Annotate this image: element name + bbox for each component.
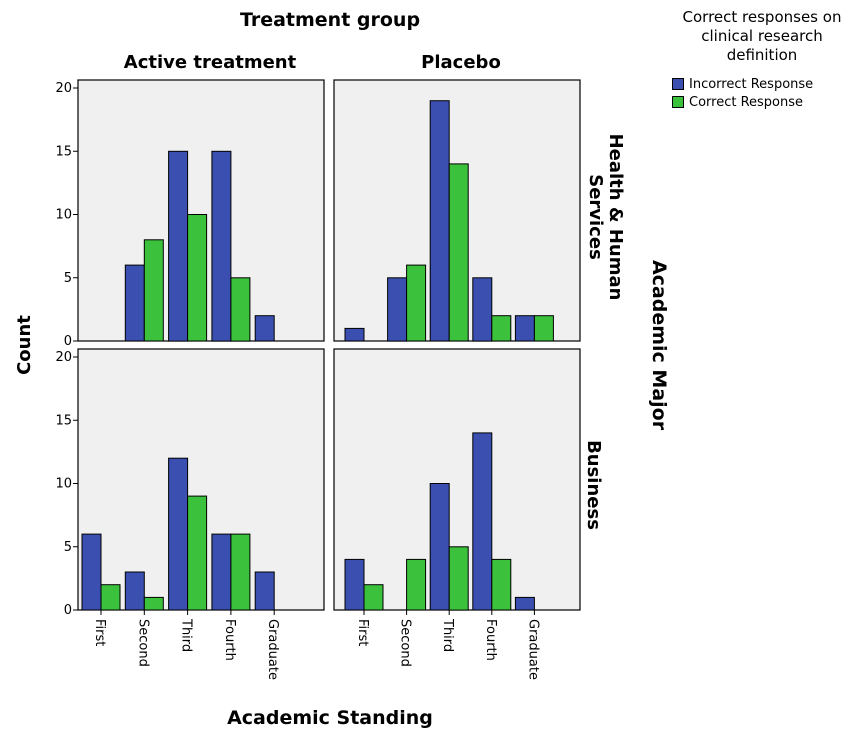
y-tick-label: 5 (64, 271, 72, 286)
bar-incorrect-response-first (344, 558, 365, 611)
x-axis-label: Academic Standing (227, 707, 433, 729)
bar-correct-response-first (100, 584, 121, 611)
x-tick-label-third: Third (440, 618, 455, 652)
bar-correct-response-second (143, 596, 164, 611)
y-axis-label: Count (14, 315, 35, 375)
bar-correct-response-fourth (491, 315, 512, 342)
x-tick-label-second: Second (398, 619, 413, 667)
bar-correct-response-second (406, 264, 427, 342)
panel-active-treatment-health-human-services: 0 5 10 15 20 (55, 79, 325, 349)
column-header-placebo: Placebo (421, 52, 501, 73)
y-tick-label: 0 (64, 334, 72, 349)
y-tick-label: 15 (55, 144, 72, 159)
x-tick-label-fourth: Fourth (483, 619, 498, 661)
x-tick-label-first: First (355, 619, 370, 646)
bar-correct-response-third (448, 546, 469, 611)
bar-correct-response-fourth (491, 558, 512, 611)
bar-incorrect-response-first (344, 327, 365, 342)
row-header-line: Health & Human (605, 134, 626, 301)
bar-correct-response-second (143, 239, 164, 342)
row-header-line: Services (585, 174, 606, 260)
bar-incorrect-response-fourth (472, 277, 493, 342)
panel-active-treatment-business: First Second Third Fourth Graduate 0 5 10 15 20 (55, 348, 325, 680)
legend-item-incorrect: Incorrect Response (672, 75, 851, 93)
bar-incorrect-response-fourth (472, 432, 493, 611)
bar-correct-response-third (187, 495, 208, 611)
bar-correct-response-fourth (230, 277, 251, 342)
bar-incorrect-response-second (124, 571, 145, 611)
legend-item-correct: Correct Response (672, 93, 851, 111)
legend: Correct responses on clinical research d… (672, 8, 851, 111)
bar-incorrect-response-graduate (254, 315, 275, 342)
x-tick-label-fourth: Fourth (222, 619, 237, 661)
y-tick-label: 5 (64, 540, 72, 555)
y-tick-label: 15 (55, 413, 72, 428)
legend-title: Correct responses on clinical research d… (682, 8, 842, 64)
y-tick-label: 0 (64, 603, 72, 618)
row-axis-label: Academic Major (648, 260, 670, 431)
row-header-health-human-services: Health & HumanServices (585, 134, 626, 301)
legend-label-correct: Correct Response (689, 94, 804, 110)
y-tick-label: 10 (55, 477, 72, 492)
x-tick-label-first: First (92, 619, 107, 646)
panel-placebo-business: First Second Third Fourth Graduate (333, 348, 581, 680)
bar-incorrect-response-graduate (254, 571, 275, 611)
bar-incorrect-response-third (168, 150, 189, 342)
legend-swatch-correct (672, 96, 684, 108)
bar-correct-response-second (406, 558, 427, 611)
x-tick-label-second: Second (135, 619, 150, 667)
bar-correct-response-graduate (533, 315, 554, 342)
y-tick-label: 10 (55, 208, 72, 223)
y-tick-label: 20 (55, 81, 72, 96)
bar-incorrect-response-fourth (211, 150, 232, 342)
bar-correct-response-third (448, 163, 469, 342)
row-header-business: Business (583, 440, 604, 530)
legend-label-incorrect: Incorrect Response (689, 76, 814, 92)
bar-correct-response-fourth (230, 533, 251, 611)
bar-incorrect-response-fourth (211, 533, 232, 611)
bar-correct-response-third (187, 214, 208, 342)
bar-incorrect-response-second (124, 264, 145, 342)
bar-incorrect-response-third (429, 483, 450, 611)
bar-incorrect-response-second (387, 277, 408, 342)
bar-incorrect-response-graduate (514, 315, 535, 342)
x-tick-label-graduate: Graduate (265, 619, 280, 680)
bar-incorrect-response-third (168, 457, 189, 611)
y-tick-label: 20 (55, 350, 72, 365)
panel-placebo-health-human-services (333, 79, 581, 342)
bar-incorrect-response-first (81, 533, 102, 611)
chart-title: Treatment group (240, 9, 420, 31)
x-tick-label-graduate: Graduate (525, 619, 540, 680)
bar-incorrect-response-graduate (514, 596, 535, 611)
bar-correct-response-first (363, 584, 384, 611)
bar-incorrect-response-third (429, 100, 450, 342)
x-tick-label-third: Third (179, 618, 194, 652)
column-header-active: Active treatment (124, 52, 297, 73)
legend-swatch-incorrect (672, 78, 684, 90)
